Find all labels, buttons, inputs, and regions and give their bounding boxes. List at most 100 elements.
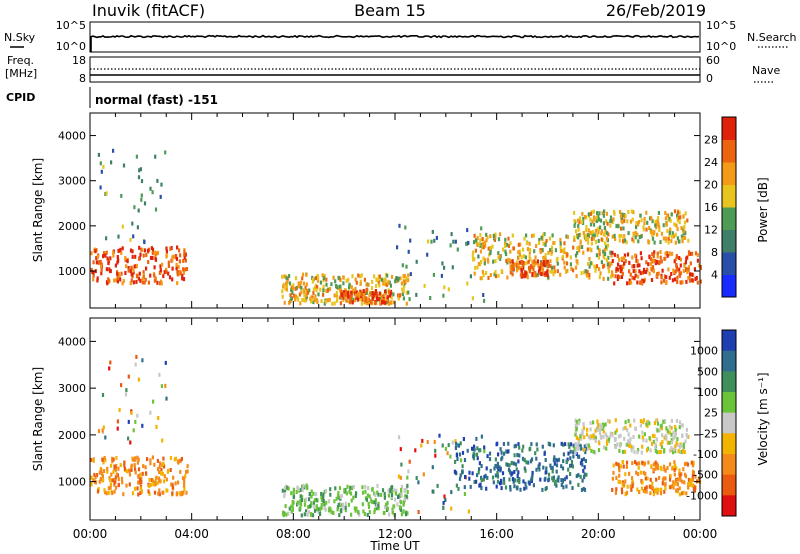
echo-cell [532, 233, 535, 238]
echo-cell [312, 287, 315, 292]
echo-cell [129, 248, 133, 253]
echo-cell [502, 247, 505, 252]
echo-cell [656, 450, 659, 455]
echo-cell [547, 275, 550, 280]
echo-cell [92, 277, 95, 282]
echo-cell [128, 482, 131, 487]
echo-cell [693, 488, 697, 493]
echo-cell [183, 249, 186, 254]
echo-cell [407, 290, 410, 295]
echo-cell [618, 443, 622, 448]
colorbar-tick-label: 100 [697, 386, 718, 399]
echo-cell [563, 260, 566, 265]
echo-cell [565, 261, 569, 266]
echo-cell [690, 272, 693, 277]
echo-cell [335, 285, 338, 290]
echo-cell [110, 472, 113, 477]
echo-cell [458, 452, 462, 457]
echo-cell [141, 248, 144, 253]
echo-cell [140, 193, 143, 198]
echo-cell [587, 233, 590, 238]
echo-cell [342, 275, 345, 280]
echo-cell [121, 224, 124, 229]
echo-cell [546, 270, 549, 274]
echo-cell [620, 256, 623, 261]
echo-cell [628, 278, 631, 283]
echo-cell [389, 283, 392, 288]
echo-cell [310, 494, 313, 499]
echo-cell [654, 449, 657, 453]
echo-cell [622, 265, 625, 270]
echo-cell [153, 462, 156, 467]
echo-cell [648, 254, 651, 259]
echo-cell [571, 464, 574, 469]
echo-cell [388, 512, 391, 517]
colorbar-segment [722, 139, 736, 163]
echo-cell [108, 267, 111, 272]
echo-cell [598, 248, 601, 253]
echo-cell [376, 505, 379, 510]
echo-cell [90, 475, 93, 480]
echo-cell [670, 425, 673, 430]
echo-cell [607, 269, 610, 274]
echo-cell [423, 283, 426, 288]
echo-cell [585, 443, 588, 447]
echo-cell [682, 467, 685, 472]
echo-cell [687, 265, 691, 270]
echo-cell [301, 498, 304, 502]
echo-cell [495, 442, 498, 447]
echo-cell [614, 236, 617, 241]
echo-cell [674, 428, 677, 432]
echo-cell [506, 242, 509, 247]
echo-cell [523, 466, 526, 471]
echo-cell [689, 478, 692, 483]
echo-cell [483, 258, 487, 263]
echo-cell [292, 490, 295, 495]
echo-cell [681, 423, 684, 428]
echo-cell [96, 255, 99, 259]
echo-cell [523, 486, 526, 491]
echo-cell [655, 437, 658, 442]
echo-cell [315, 285, 318, 290]
echo-cell [350, 485, 354, 490]
echo-cell [132, 457, 135, 462]
echo-cell [149, 410, 152, 415]
echo-cell [145, 266, 148, 271]
echo-cell [120, 383, 123, 388]
echo-cell [663, 489, 666, 494]
echo-cell [691, 278, 694, 283]
echo-cell [518, 252, 522, 257]
echo-cell [106, 469, 109, 474]
echo-cell [156, 481, 159, 486]
echo-cell [479, 233, 482, 238]
echo-cell [287, 511, 290, 516]
echo-cell [619, 433, 622, 438]
freq-label: Freq. [7, 54, 34, 67]
echo-cell [158, 372, 161, 377]
echo-cell [511, 259, 514, 264]
echo-cell [632, 239, 635, 244]
echo-cell [288, 281, 292, 286]
echo-cell [117, 482, 120, 487]
echo-cell [359, 274, 362, 279]
echo-cell [671, 484, 674, 489]
echo-cell [426, 252, 429, 257]
echo-cell [544, 458, 547, 462]
echo-cell [634, 269, 637, 274]
echo-cell [165, 246, 168, 251]
echo-cell [675, 488, 678, 493]
echo-cell [600, 229, 604, 234]
colorbar-tick-label: 1000 [690, 345, 718, 358]
echo-cell [518, 249, 521, 254]
echo-cell [407, 278, 410, 283]
echo-cell [660, 444, 663, 449]
echo-cell [532, 267, 535, 272]
echo-cell [674, 277, 677, 282]
echo-cell [679, 450, 682, 454]
echo-cell [555, 469, 558, 474]
echo-cell [552, 475, 555, 480]
echo-cell [650, 216, 653, 221]
echo-cell [631, 461, 634, 466]
echo-cell [605, 219, 608, 224]
echo-cell [357, 510, 360, 515]
